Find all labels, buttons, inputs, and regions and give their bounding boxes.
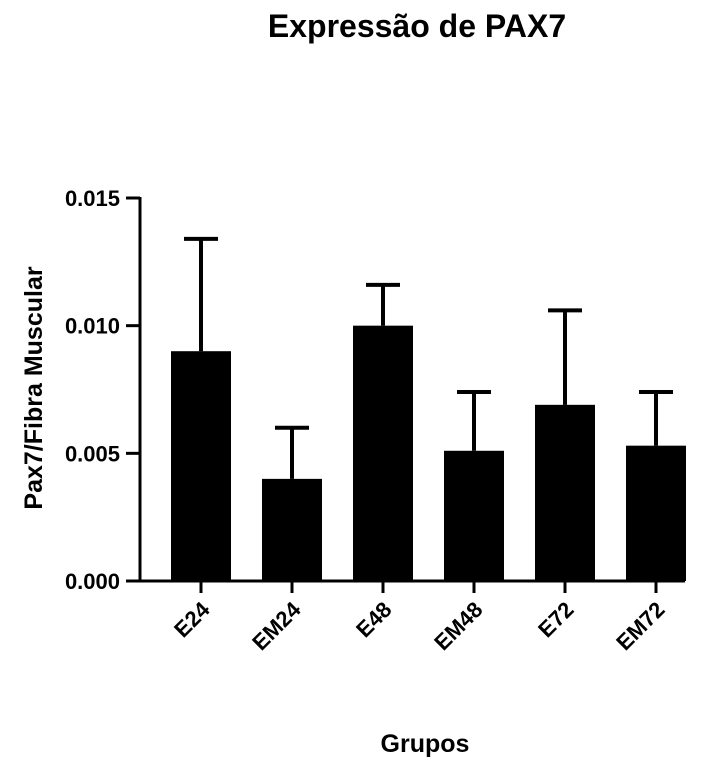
y-tick-label-0: 0.000 xyxy=(65,569,120,594)
chart-title: Expressão de PAX7 xyxy=(268,8,566,44)
y-axis-label: Pax7/Fibra Muscular xyxy=(20,266,48,509)
bar-em72 xyxy=(626,445,686,581)
x-tick-label-e72: E72 xyxy=(533,597,578,642)
bar-e72 xyxy=(535,404,595,581)
x-tick-label-em72: EM72 xyxy=(611,597,669,655)
x-tick-label-e48: E48 xyxy=(351,597,396,642)
x-tick-label-em24: EM24 xyxy=(247,596,306,655)
y-tick-label-2: 0.010 xyxy=(65,314,120,339)
plot-area: E24 EM24 E48 EM48 E72 EM72 0.000 0.005 0.010 0.01… xyxy=(65,186,686,655)
bar-em24 xyxy=(262,478,322,581)
y-tick-label-3: 0.015 xyxy=(65,186,120,211)
x-tick-label-e24: E24 xyxy=(169,596,215,642)
bar-e48 xyxy=(353,325,413,581)
bar-e24 xyxy=(171,351,231,581)
x-axis-label: Grupos xyxy=(381,730,470,758)
y-tick-label-1: 0.005 xyxy=(65,441,120,466)
x-tick-label-em48: EM48 xyxy=(429,597,487,655)
bar-em48 xyxy=(444,450,504,581)
